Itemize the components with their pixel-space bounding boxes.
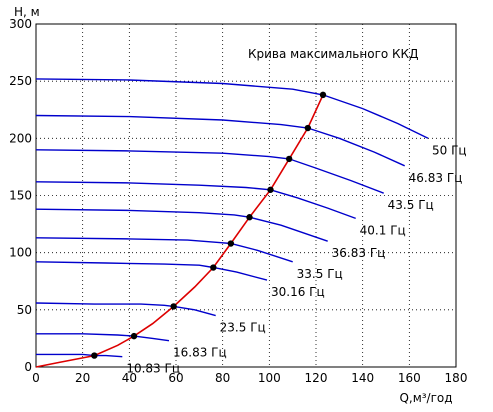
curve-label: 50 Гц (432, 143, 467, 157)
y-tick-label: 50 (17, 303, 32, 317)
operating-point (227, 240, 235, 247)
curve-50 (35, 78, 429, 139)
curve-435 (35, 149, 384, 194)
curve-1083 (36, 353, 123, 358)
curve-335 (35, 237, 293, 263)
curve-label: 16.83 Гц (173, 346, 227, 360)
annotation-max-efficiency: Крива максимального ККД (248, 47, 418, 61)
y-axis-ticks: 0 50 100 150 200 250 300 (9, 17, 32, 374)
operating-point (170, 303, 177, 310)
y-tick-label: 150 (9, 189, 32, 203)
operating-point (285, 155, 293, 163)
efficiency-line (35, 94, 324, 368)
operating-point (210, 264, 217, 271)
curve-401 (35, 181, 356, 220)
curve-label: 33.5 Гц (297, 267, 343, 281)
curve-label: 40.1 Гц (360, 223, 406, 237)
operating-points (91, 91, 327, 359)
operating-point (304, 124, 312, 132)
max-efficiency-curve (35, 94, 324, 368)
curve-label: 30.16 Гц (271, 285, 325, 299)
curve-label: 46.83 Гц (409, 171, 463, 185)
curve-label: 36.83 Гц (332, 246, 386, 260)
x-tick-label: 40 (122, 371, 137, 385)
x-tick-label: 20 (75, 371, 90, 385)
operating-point (246, 214, 253, 221)
curve-labels: 50 Гц 46.83 Гц 43.5 Гц 40.1 Гц 36.83 Гц 33.5 … (126, 143, 466, 375)
x-axis-label: Q,м³/год (399, 391, 452, 405)
operating-point (130, 332, 138, 340)
plot-frame (35, 23, 457, 368)
x-tick-label: 100 (258, 371, 281, 385)
x-tick-label: 180 (445, 371, 468, 385)
frequency-curves (35, 78, 429, 358)
curve-1683 (36, 333, 170, 342)
x-tick-label: 140 (351, 371, 374, 385)
x-axis-ticks: 0 20 40 60 80 100 120 140 160 180 (32, 371, 467, 385)
y-tick-label: 200 (9, 131, 32, 145)
operating-point (267, 186, 274, 193)
x-tick-label: 0 (32, 371, 40, 385)
curve-label: 43.5 Гц (388, 198, 434, 212)
y-tick-label: 100 (9, 246, 32, 260)
y-axis-label: H, м (14, 5, 40, 19)
curve-3016 (35, 261, 268, 281)
y-tick-label: 250 (9, 74, 32, 88)
operating-point (91, 352, 98, 359)
y-tick-label: 300 (9, 17, 32, 31)
curve-label: 23.5 Гц (220, 321, 266, 335)
x-tick-label: 120 (305, 371, 328, 385)
x-tick-label: 80 (215, 371, 230, 385)
y-tick-label: 0 (24, 360, 32, 374)
x-tick-label: 60 (168, 371, 183, 385)
curve-235 (35, 302, 216, 317)
grid (36, 24, 456, 367)
operating-point (319, 91, 327, 99)
curve-4683 (35, 114, 405, 167)
curve-3683 (35, 208, 328, 242)
curve-label: 10.83 Гц (126, 362, 180, 376)
x-tick-label: 160 (398, 371, 421, 385)
